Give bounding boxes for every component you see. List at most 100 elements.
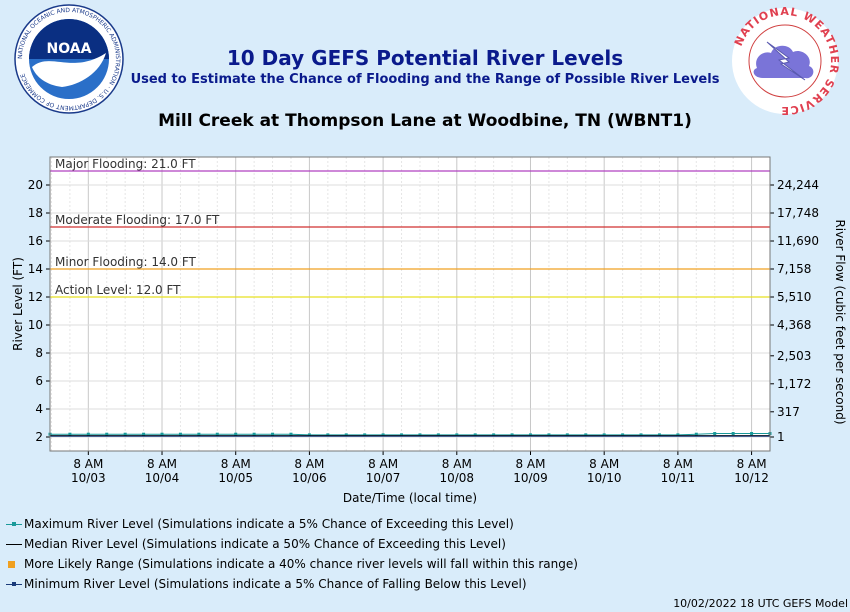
series-point-max xyxy=(344,433,348,437)
series-point-max xyxy=(657,433,661,437)
series-point-max xyxy=(68,432,72,436)
y2-tick-label: 1,172 xyxy=(777,377,811,391)
y-tick-label: 20 xyxy=(28,178,43,192)
y2-tick-label: 5,510 xyxy=(777,290,811,304)
x-tick-label-date: 10/07 xyxy=(366,471,401,485)
threshold-label: Action Level: 12.0 FT xyxy=(55,283,181,297)
x-tick-label-time: 8 AM xyxy=(368,457,398,471)
y2-tick-label: 7,158 xyxy=(777,262,811,276)
series-point-max xyxy=(621,433,625,437)
x-tick-label-time: 8 AM xyxy=(589,457,619,471)
series-line-max xyxy=(50,433,770,436)
y-tick-label: 18 xyxy=(28,206,43,220)
series-point-max xyxy=(547,433,551,437)
legend-min-symbol xyxy=(6,580,22,590)
y2-tick-label: 2,503 xyxy=(777,349,811,363)
legend-max-label: Maximum River Level (Simulations indicat… xyxy=(24,517,514,531)
series-point-max xyxy=(565,433,569,437)
series-point-max xyxy=(400,433,404,437)
legend-item-range: More Likely Range (Simulations indicate … xyxy=(6,556,578,572)
page-subtitle: Used to Estimate the Chance of Flooding … xyxy=(130,72,720,87)
legend-item-min: Minimum River Level (Simulations indicat… xyxy=(6,576,527,592)
x-tick-label-time: 8 AM xyxy=(294,457,324,471)
y-tick-label: 10 xyxy=(28,318,43,332)
legend-min-label: Minimum River Level (Simulations indicat… xyxy=(24,577,527,591)
series-point-max xyxy=(307,433,311,437)
threshold-label: Minor Flooding: 14.0 FT xyxy=(55,255,197,269)
series-point-max xyxy=(584,433,588,437)
x-tick-label-date: 10/06 xyxy=(292,471,327,485)
x-tick-label-time: 8 AM xyxy=(515,457,545,471)
series-point-max xyxy=(215,432,219,436)
plot-area xyxy=(49,156,771,452)
series-point-max xyxy=(528,433,532,437)
threshold-label: Major Flooding: 21.0 FT xyxy=(55,157,196,171)
y2-tick-label: 317 xyxy=(777,405,800,419)
series-point-max xyxy=(160,432,164,436)
y2-tick-label: 17,748 xyxy=(777,206,819,220)
legend-item-max: Maximum River Level (Simulations indicat… xyxy=(6,516,514,532)
location-title: Mill Creek at Thompson Lane at Woodbine,… xyxy=(158,111,692,131)
x-tick-label-date: 10/12 xyxy=(734,471,769,485)
x-tick-label-date: 10/08 xyxy=(439,471,474,485)
series-point-max xyxy=(418,433,422,437)
series-point-max xyxy=(713,432,717,435)
x-tick-label-date: 10/03 xyxy=(71,471,106,485)
series-point-max xyxy=(234,432,238,436)
y2-axis-label: River Flow (cubic feet per second) xyxy=(833,219,847,424)
series-point-max xyxy=(86,432,90,436)
y-tick-label: 8 xyxy=(35,346,43,360)
x-tick-label-date: 10/04 xyxy=(145,471,180,485)
series-point-max xyxy=(510,433,514,437)
y-tick-label: 14 xyxy=(28,262,43,276)
x-tick-label-date: 10/10 xyxy=(587,471,622,485)
legend-item-median: Median River Level (Simulations indicate… xyxy=(6,536,506,552)
series-point-max xyxy=(694,432,698,436)
noaa-logo: NOAA NATIONAL OCEANIC AND ATMOSPHERIC AD… xyxy=(14,4,124,114)
x-tick-label-time: 8 AM xyxy=(737,457,767,471)
series-point-max xyxy=(473,433,477,437)
x-tick-label-date: 10/05 xyxy=(218,471,253,485)
model-footer: 10/02/2022 18 UTC GEFS Model xyxy=(673,597,848,610)
series-point-max xyxy=(123,432,127,436)
plot-border xyxy=(49,156,771,452)
series-point-max xyxy=(363,433,367,437)
series-point-max xyxy=(731,432,735,435)
y-tick-label: 2 xyxy=(35,430,43,444)
series-point-max xyxy=(105,432,109,436)
legend-range-symbol xyxy=(6,560,22,570)
nws-logo: NATIONAL WEATHER SERVICE xyxy=(732,6,840,116)
y-tick-label: 4 xyxy=(35,402,43,416)
x-tick-label-time: 8 AM xyxy=(663,457,693,471)
threshold-label: Moderate Flooding: 17.0 FT xyxy=(55,213,220,227)
y-tick-label: 16 xyxy=(28,234,43,248)
x-tick-label-date: 10/09 xyxy=(513,471,548,485)
series-point-max xyxy=(676,433,680,437)
series-point-max xyxy=(289,432,293,436)
series-point-max xyxy=(326,433,330,437)
series-point-max xyxy=(271,432,275,436)
y2-tick-label: 1 xyxy=(777,430,785,444)
y2-tick-label: 11,690 xyxy=(777,234,819,248)
y-axis-label: River Level (FT) xyxy=(11,257,25,351)
series-point-max xyxy=(602,433,606,437)
series-point-max xyxy=(750,432,754,435)
x-tick-label-time: 8 AM xyxy=(221,457,251,471)
x-tick-label-date: 10/11 xyxy=(661,471,696,485)
x-tick-label-time: 8 AM xyxy=(73,457,103,471)
page-title: 10 Day GEFS Potential River Levels xyxy=(226,46,624,70)
x-tick-label-time: 8 AM xyxy=(147,457,177,471)
y2-tick-label: 24,244 xyxy=(777,178,819,192)
y-tick-label: 6 xyxy=(35,374,43,388)
y-tick-label: 12 xyxy=(28,290,43,304)
legend-median-label: Median River Level (Simulations indicate… xyxy=(24,537,506,551)
x-axis-label: Date/Time (local time) xyxy=(343,491,477,505)
series-point-max xyxy=(252,432,256,436)
series-point-max xyxy=(455,433,459,437)
series-point-max xyxy=(436,433,440,437)
legend-max-symbol xyxy=(6,520,22,530)
series-point-max xyxy=(381,433,385,437)
series-point-max xyxy=(492,433,496,437)
series-point-max xyxy=(178,432,182,436)
